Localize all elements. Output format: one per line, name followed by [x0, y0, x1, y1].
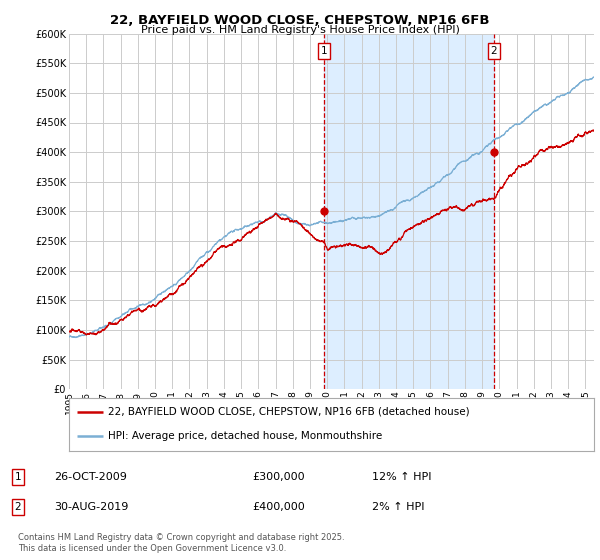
Text: 30-AUG-2019: 30-AUG-2019 [54, 502, 128, 512]
Text: £300,000: £300,000 [252, 472, 305, 482]
Text: 1: 1 [321, 46, 328, 56]
Text: 12% ↑ HPI: 12% ↑ HPI [372, 472, 431, 482]
Bar [324, 34, 494, 389]
Text: Contains HM Land Registry data © Crown copyright and database right 2025.
This d: Contains HM Land Registry data © Crown c… [18, 533, 344, 553]
Text: 2: 2 [490, 46, 497, 56]
Text: HPI: Average price, detached house, Monmouthshire: HPI: Average price, detached house, Monm… [109, 431, 383, 441]
Text: 1: 1 [14, 472, 22, 482]
Text: Price paid vs. HM Land Registry's House Price Index (HPI): Price paid vs. HM Land Registry's House … [140, 25, 460, 35]
Text: 26-OCT-2009: 26-OCT-2009 [54, 472, 127, 482]
Text: 22, BAYFIELD WOOD CLOSE, CHEPSTOW, NP16 6FB (detached house): 22, BAYFIELD WOOD CLOSE, CHEPSTOW, NP16 … [109, 407, 470, 417]
Text: 22, BAYFIELD WOOD CLOSE, CHEPSTOW, NP16 6FB: 22, BAYFIELD WOOD CLOSE, CHEPSTOW, NP16 … [110, 14, 490, 27]
Text: 2: 2 [14, 502, 22, 512]
Text: 2% ↑ HPI: 2% ↑ HPI [372, 502, 425, 512]
Text: £400,000: £400,000 [252, 502, 305, 512]
